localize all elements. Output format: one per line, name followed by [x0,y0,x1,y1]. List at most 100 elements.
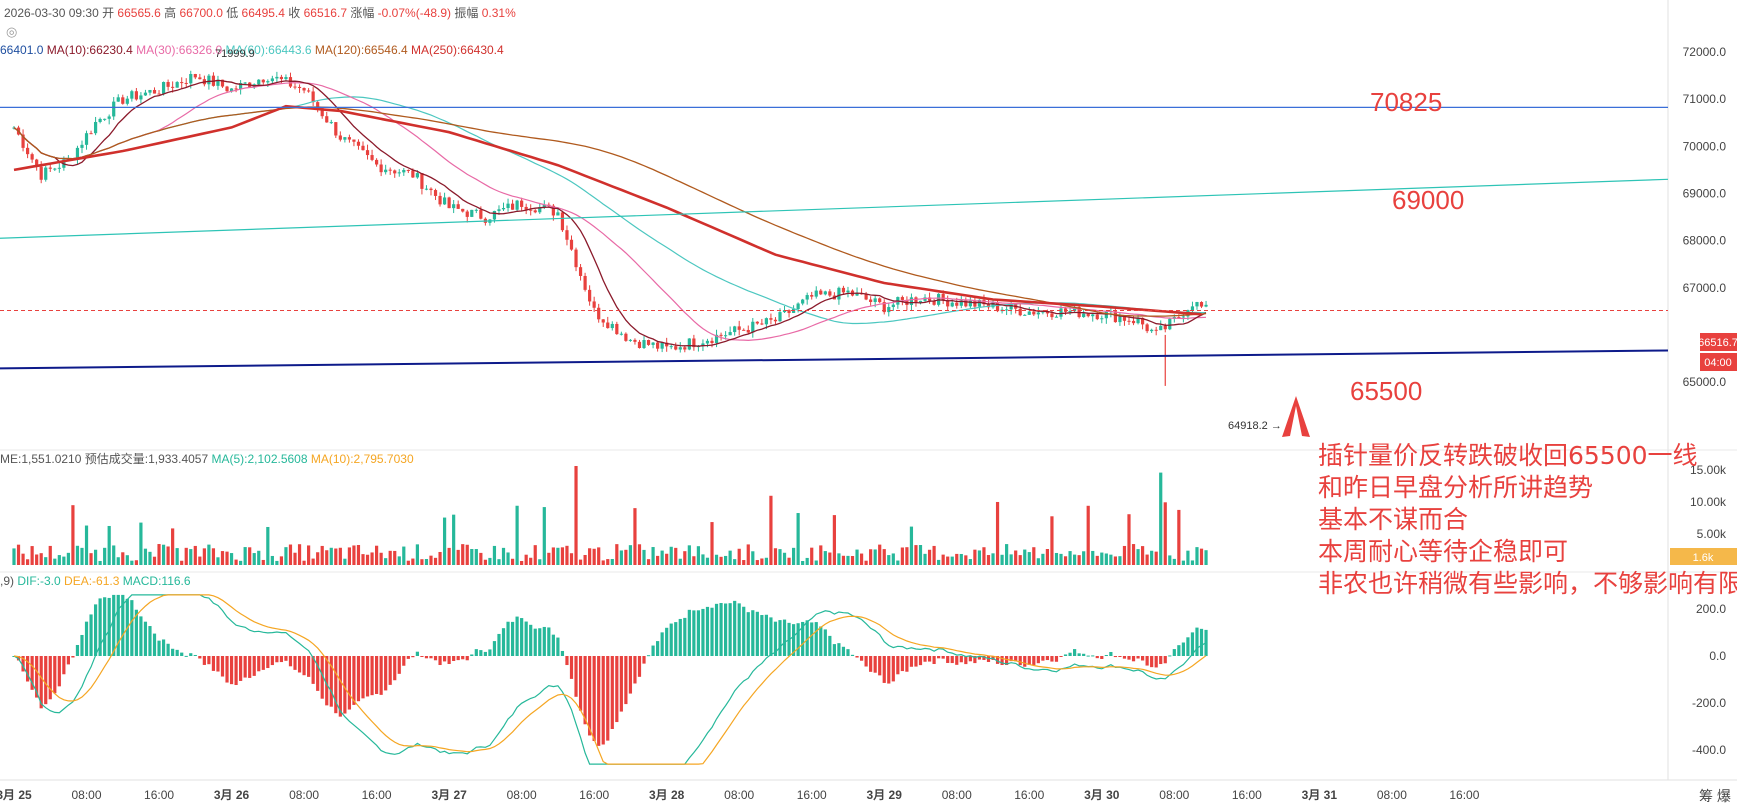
macd-bar [488,649,492,656]
macd-bar [760,615,764,656]
macd-bar [1122,656,1127,659]
volume-bar [370,552,374,565]
volume-pane [12,466,1208,565]
candle-body [1131,320,1136,324]
price-pane [12,70,1208,386]
volume-bar [288,544,293,565]
macd-bar [674,622,678,656]
macd-bar [887,656,891,684]
candle-body [964,300,968,307]
candle [665,337,669,352]
macd-bar [220,656,225,677]
volume-bar [424,559,429,565]
macd-bar [724,603,728,656]
candle-body [447,197,451,209]
candle [470,209,474,218]
candle [606,316,610,329]
macd-bar [1063,654,1068,656]
macd-bar [687,609,691,656]
volume-bar [724,555,728,565]
macd-bar [470,654,474,656]
candle-body [103,118,107,120]
macd-bar [1014,656,1018,662]
eye-icon[interactable]: ◎ [6,24,17,39]
candle-body [959,300,963,306]
candle-body [991,302,995,308]
price-tick-label: 70000.0 [1683,139,1727,153]
macd-bar [225,656,229,683]
candle-body [950,302,954,307]
candle-body [157,93,161,95]
macd-bar [637,656,642,677]
candle [139,92,143,104]
candle-body [166,81,170,87]
volume-bar [696,546,701,565]
volume-bar [995,501,1000,565]
trendline-69000 [0,178,1669,239]
candle-body [89,133,93,135]
macd-bar [819,626,823,656]
volume-bar [832,515,836,565]
macd-bar [837,643,841,656]
macd-bar [1068,652,1072,656]
candle [361,141,365,151]
macd-bar [161,639,166,656]
candle [397,169,401,177]
volume-bar [578,559,583,565]
volume-bar [152,556,157,565]
macd-bar [171,648,175,656]
info-token: 预估成交量:1,933.4057 [81,451,208,466]
volume-bar [75,545,80,565]
macd-bar [728,603,732,656]
candle [619,331,623,336]
candle [583,272,587,292]
candle-body [569,239,574,250]
candle-body [429,188,433,191]
macd-bar [869,656,873,672]
volume-bar [1005,544,1009,565]
macd-bar [356,656,361,702]
corner-tools[interactable]: 筹 爆 [1699,788,1731,804]
candle-body [769,318,773,320]
candle-body [968,300,972,307]
candle-body [995,302,1000,312]
candle [216,75,220,90]
candle-body [279,76,284,80]
macd-bar [588,656,592,736]
dea-line [13,594,1207,765]
ma120-line [13,106,1207,317]
macd-bar [415,651,419,656]
macd-bar [1082,653,1086,656]
volume-bar [98,560,102,565]
macd-bar [909,656,914,667]
candle-body [1009,304,1013,310]
volume-bar [474,549,478,565]
macd-bar [841,646,846,656]
candle-body [198,77,202,80]
candle-body [352,139,356,142]
candle-body [946,299,950,307]
time-tick-label: 08:00 [724,788,754,802]
candle-body [75,147,80,160]
candle-body [402,169,406,173]
volume-bar [869,549,873,565]
volume-bar [1086,505,1090,565]
macd-bar [1050,656,1054,662]
volume-bar [257,550,261,565]
candle-body [705,340,710,344]
macd-bar [62,656,66,675]
info-token: 66565.6 [114,6,161,20]
annotation-note-line: 和昨日早盘分析所讲趋势 [1318,473,1593,502]
macd-bar [243,656,247,678]
candle-body [338,135,342,140]
volume-bar [533,545,537,565]
price-tick-label: 72000.0 [1683,45,1727,59]
volume-bar [927,549,932,565]
macd-bar [266,656,270,669]
volume-bar [746,544,750,565]
macd-bar [569,656,574,679]
candle-body [728,332,732,336]
candle [388,167,392,175]
candle-body [1086,313,1090,317]
